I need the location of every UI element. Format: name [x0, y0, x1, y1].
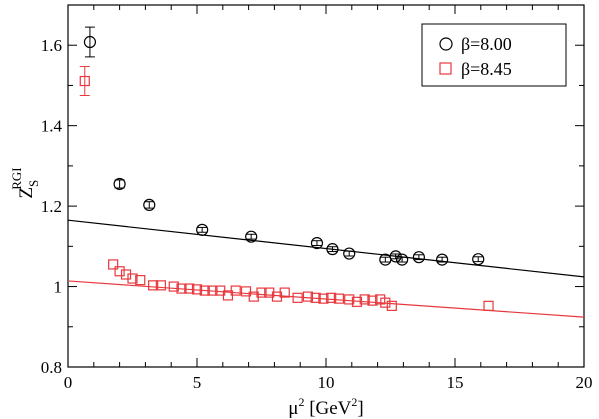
- x-tick-label: 10: [318, 373, 335, 392]
- y-tick-label: 1.2: [41, 197, 62, 216]
- data-point-circle: [143, 198, 156, 212]
- x-axis-label: μ2 [GeV2]: [288, 395, 363, 419]
- data-point-square: [302, 291, 314, 302]
- legend-label-beta-8-45: β=8.45: [461, 59, 512, 79]
- data-points: [79, 26, 494, 311]
- data-point-square: [351, 296, 363, 307]
- legend-marker-beta-8-00: [439, 37, 453, 51]
- data-point-circle: [389, 250, 402, 263]
- data-point-circle: [396, 253, 409, 266]
- data-point-square: [108, 259, 119, 270]
- data-point-square: [135, 275, 146, 286]
- legend: β=8.00 β=8.45: [421, 23, 567, 87]
- data-point-circle: [113, 177, 126, 191]
- data-point-square: [310, 292, 321, 303]
- data-point-square: [344, 294, 355, 305]
- y-tick-label: 1: [54, 278, 63, 297]
- data-point-square: [256, 287, 267, 298]
- data-point-square: [386, 300, 397, 311]
- data-point-square: [367, 295, 378, 306]
- data-point-square: [333, 293, 344, 304]
- data-point-circle: [245, 230, 258, 243]
- legend-marker-beta-8-45: [439, 62, 452, 75]
- data-point-square: [359, 294, 370, 305]
- data-point-circle: [343, 247, 356, 260]
- fit-line-series-0: [67, 219, 585, 278]
- x-tick-label: 15: [447, 373, 464, 392]
- x-tick-label: 0: [64, 373, 73, 392]
- data-point-square: [483, 300, 494, 311]
- data-point-circle: [472, 253, 485, 266]
- data-point-square: [127, 273, 138, 284]
- data-point-square: [230, 285, 241, 296]
- fit-line-series-1: [67, 280, 585, 318]
- data-point-circle: [412, 251, 425, 264]
- y-axis-label: ZSRGI: [9, 167, 41, 198]
- data-point-square: [375, 294, 386, 305]
- data-point-square: [176, 283, 187, 294]
- y-tick-label: 1.4: [41, 117, 63, 136]
- data-point-square: [148, 280, 159, 291]
- data-point-square: [168, 281, 179, 292]
- data-point-square: [318, 293, 329, 304]
- data-point-circle: [196, 223, 209, 236]
- data-point-square: [207, 285, 218, 296]
- fit-lines: [67, 219, 585, 318]
- data-point-circle: [83, 35, 97, 49]
- data-point-circle: [436, 253, 449, 266]
- legend-box: [421, 23, 567, 87]
- data-point-square: [184, 283, 195, 294]
- data-point-square: [155, 280, 166, 291]
- axis-ticks: 0 5 10 15 20 0.8 1 1.2 1.4 1.6: [41, 5, 593, 392]
- data-point-circle: [310, 237, 324, 250]
- data-point-square: [191, 284, 203, 295]
- data-point-circle: [326, 243, 339, 256]
- data-point-square: [292, 292, 303, 303]
- x-tick-label: 5: [193, 373, 202, 392]
- data-point-square: [326, 292, 337, 303]
- data-point-square: [79, 75, 90, 87]
- x-tick-label: 20: [576, 373, 593, 392]
- data-point-square: [199, 285, 210, 296]
- legend-label-beta-8-00: β=8.00: [461, 34, 512, 54]
- data-point-square: [114, 266, 125, 277]
- data-point-square: [279, 287, 290, 298]
- y-tick-label: 0.8: [41, 358, 62, 377]
- data-point-square: [240, 286, 252, 297]
- y-tick-label: 1.6: [41, 36, 62, 55]
- data-point-square: [380, 297, 391, 308]
